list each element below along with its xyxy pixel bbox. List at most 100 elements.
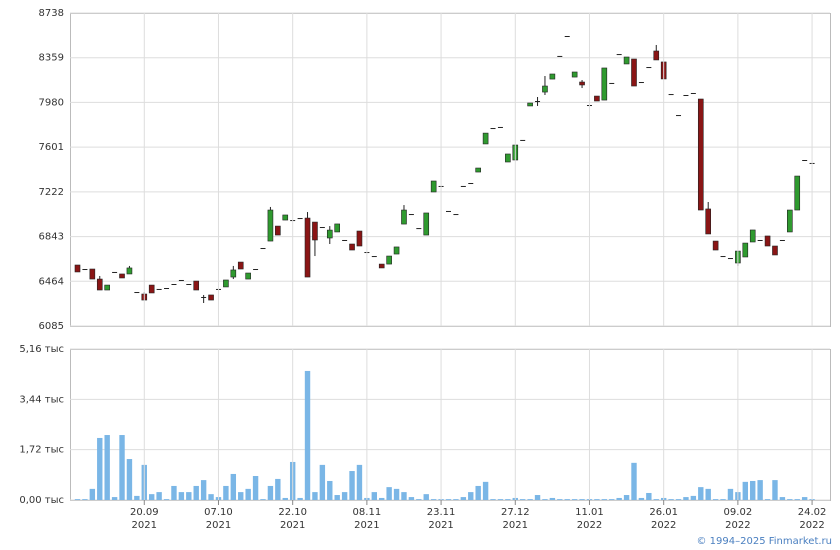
volume-bar (371, 492, 377, 500)
volume-bar (453, 499, 459, 500)
candle-body (690, 92, 696, 94)
candle-body (697, 98, 704, 211)
x-tick-label: 08.11 (353, 507, 382, 518)
y-tick-label: 1,72 тыс (19, 445, 64, 456)
candle-body (164, 288, 170, 290)
candle-body (727, 258, 733, 260)
volume-bar (623, 495, 630, 500)
volume-bar (757, 480, 763, 500)
candle-body (475, 167, 481, 173)
volume-bar (163, 499, 170, 500)
candle-body (749, 229, 756, 243)
candle-body (134, 292, 140, 294)
candle-body (230, 269, 237, 278)
candle-body (720, 256, 726, 258)
volume-bar (401, 492, 407, 500)
price-frame (70, 13, 831, 327)
candle-body (171, 283, 177, 285)
x-tick-year: 2022 (725, 520, 750, 531)
candle-body (646, 67, 652, 69)
volume-bar (356, 464, 363, 500)
candle-body (282, 214, 289, 221)
volume-bar (616, 497, 622, 500)
volume-bar (82, 499, 88, 500)
candle-body (594, 95, 600, 102)
volume-bar (245, 488, 251, 500)
x-tick-label: 22.10 (278, 507, 307, 518)
volume-bar (720, 499, 726, 500)
volume-bar (238, 492, 244, 500)
volume-bar (74, 499, 81, 500)
volume-bar (312, 492, 318, 500)
x-tick-label: 26.01 (649, 507, 678, 518)
volume-bar (460, 497, 467, 500)
candle-body (342, 239, 348, 241)
y-tick-label: 7222 (39, 187, 64, 198)
candle-body (74, 264, 81, 273)
candle-body (802, 160, 808, 162)
candle-body (186, 283, 192, 285)
volume-bar (275, 478, 281, 500)
x-tick-label: 27.12 (501, 507, 530, 518)
volume-bar (601, 499, 608, 500)
candle-body (490, 128, 496, 130)
volume-bar (156, 492, 162, 500)
candle-body (245, 272, 251, 280)
candle-body (96, 278, 103, 291)
candle-body (119, 273, 125, 279)
candle-body (564, 36, 570, 38)
candle-body (193, 280, 200, 291)
candle-body (757, 239, 763, 241)
x-tick-year: 2021 (503, 520, 528, 531)
candle-body (82, 269, 88, 271)
candle-body (535, 101, 541, 103)
y-tick-label: 5,16 тыс (19, 344, 64, 355)
volume-bar (468, 492, 474, 500)
candle-body (386, 255, 392, 265)
volume-bar (134, 495, 140, 500)
candle-body (638, 82, 644, 84)
candle-body (148, 284, 155, 294)
candle-body (237, 261, 244, 270)
volume-bar (646, 492, 652, 500)
volume-bar (727, 488, 734, 500)
y-tick-label: 7601 (39, 142, 64, 153)
y-tick-label: 6843 (39, 232, 64, 243)
volume-bar (542, 499, 548, 500)
volume-bar (386, 487, 392, 500)
candle-body (267, 209, 274, 242)
volume-bar (772, 480, 778, 500)
volume-bar (423, 494, 429, 500)
candle-body (446, 210, 451, 212)
volume-bar (675, 499, 682, 500)
volume-bar (200, 480, 207, 500)
volume-bar (505, 499, 511, 500)
volume-bar (89, 488, 96, 500)
volume-bar (490, 499, 496, 500)
volume-bar (178, 492, 185, 500)
volume-bar (712, 499, 719, 500)
volume-bar (579, 499, 585, 500)
candle-body (416, 228, 422, 230)
volume-bar (327, 480, 333, 500)
candle-body (579, 81, 585, 86)
volume-bar (223, 485, 229, 500)
volume-bar (698, 487, 704, 500)
x-tick-year: 2022 (651, 520, 676, 531)
candle-body (631, 58, 637, 87)
volume-bar (193, 485, 199, 500)
volume-bar (549, 497, 556, 500)
candle-body (378, 263, 385, 269)
candle-body (349, 243, 355, 251)
volume-bar (653, 499, 659, 500)
candle-body (676, 115, 682, 117)
candle-body (104, 284, 110, 291)
x-tick-year: 2022 (799, 520, 824, 531)
candle-body (430, 180, 437, 193)
candle-body (326, 229, 333, 239)
volume-bar (705, 488, 711, 500)
volume-bar (334, 495, 340, 500)
footer: © 1994–2025 Finmarket.ru (696, 536, 832, 547)
candle-body (201, 296, 207, 298)
volume-bar (801, 497, 808, 500)
